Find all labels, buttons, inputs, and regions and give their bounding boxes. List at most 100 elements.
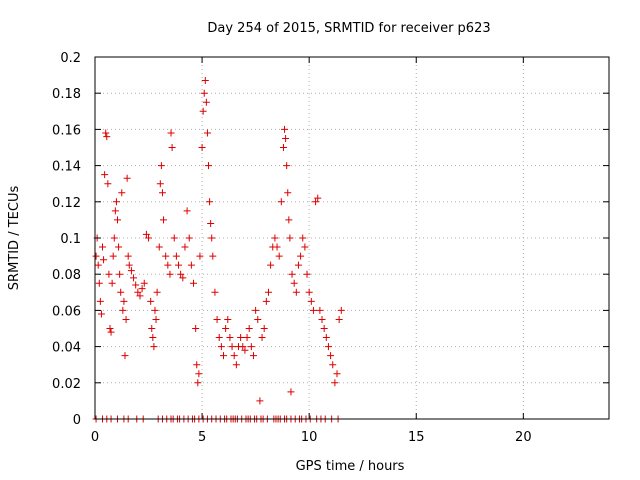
data-point [198, 144, 206, 151]
data-point [324, 343, 332, 351]
data-point [199, 107, 207, 115]
data-point [279, 144, 287, 151]
data-point [100, 256, 108, 264]
data-point [162, 252, 170, 260]
data-point [208, 234, 216, 242]
data-point [322, 334, 330, 342]
x-tick-label: 0 [91, 430, 99, 445]
data-point [111, 207, 119, 215]
data-point [193, 361, 201, 369]
data-point [283, 162, 291, 170]
data-point [205, 162, 213, 170]
y-tick-label: 0.1 [60, 232, 81, 247]
y-axis-tick-labels: 0 0.02 0.04 0.06 0.08 0.1 0.12 0.14 0.16 0.18 0.2 [52, 51, 81, 428]
data-point [294, 261, 302, 269]
data-point [123, 174, 131, 182]
data-point [97, 310, 105, 318]
data-point [95, 279, 103, 287]
data-point [287, 388, 295, 396]
data-point [213, 315, 221, 323]
data-point [307, 297, 315, 305]
y-axis-label: SRMTID / TECUs [7, 186, 22, 291]
data-point [239, 343, 247, 351]
data-point [226, 334, 234, 342]
data-point [264, 288, 272, 296]
data-point [277, 198, 285, 206]
data-point [170, 234, 178, 242]
data-point [312, 198, 320, 206]
data-point [119, 306, 127, 314]
data-point [318, 315, 326, 323]
data-point [297, 252, 305, 260]
data-point [96, 297, 104, 305]
data-point [309, 306, 317, 314]
data-point [284, 189, 292, 197]
data-point [228, 343, 236, 351]
data-point [185, 234, 193, 242]
data-point [151, 306, 159, 314]
data-point [314, 194, 322, 202]
data-point [168, 144, 176, 151]
data-point [118, 189, 126, 197]
data-point [145, 234, 153, 242]
data-point [164, 261, 172, 269]
x-axis-tick-labels: 0 5 10 15 20 [91, 430, 532, 445]
data-point [125, 261, 133, 269]
data-point [183, 207, 191, 215]
data-point [105, 270, 113, 278]
y-tick-label: 0.18 [52, 87, 81, 102]
data-point [258, 334, 266, 342]
data-point [130, 274, 138, 282]
data-point [200, 89, 208, 97]
x-tick-label: 5 [198, 430, 206, 445]
y-tick-label: 0.2 [60, 51, 81, 66]
data-point [166, 270, 174, 278]
data-point [140, 279, 148, 287]
data-point [177, 270, 185, 278]
data-point [260, 325, 268, 332]
data-point [181, 243, 189, 251]
data-point [98, 243, 106, 251]
data-point [107, 328, 115, 336]
data-point [147, 297, 155, 305]
data-point [136, 292, 144, 300]
chart-title: Day 254 of 2015, SRMTID for receiver p62… [207, 21, 490, 36]
data-point [215, 334, 223, 342]
data-point [149, 334, 157, 342]
y-tick-label: 0.06 [52, 304, 81, 319]
x-tick-label: 10 [301, 430, 318, 445]
data-point [241, 346, 249, 354]
data-point [124, 252, 132, 260]
data-point [245, 325, 253, 332]
data-point [106, 325, 114, 332]
data-point [127, 267, 135, 275]
data-point [116, 270, 124, 278]
data-point [109, 252, 117, 260]
data-point [112, 198, 120, 206]
data-point [101, 171, 109, 179]
data-point [217, 343, 225, 351]
data-point [153, 288, 161, 296]
y-tick-label: 0.08 [52, 268, 81, 283]
data-point [203, 129, 211, 137]
x-tick-label: 15 [408, 430, 425, 445]
data-point [282, 134, 290, 142]
data-point [271, 234, 279, 242]
y-tick-label: 0.16 [52, 123, 81, 138]
data-point [152, 315, 160, 323]
y-tick-label: 0.12 [52, 196, 81, 211]
data-point [232, 361, 240, 369]
data-point [303, 270, 311, 278]
data-point [299, 234, 307, 242]
data-point [192, 325, 200, 332]
data-point [222, 325, 230, 332]
data-point [150, 343, 158, 351]
data-point [249, 352, 257, 360]
data-point [94, 261, 102, 269]
data-point [102, 129, 110, 137]
data-point [196, 252, 204, 260]
data-point [211, 288, 219, 296]
data-point [113, 216, 121, 224]
data-point [160, 216, 168, 224]
